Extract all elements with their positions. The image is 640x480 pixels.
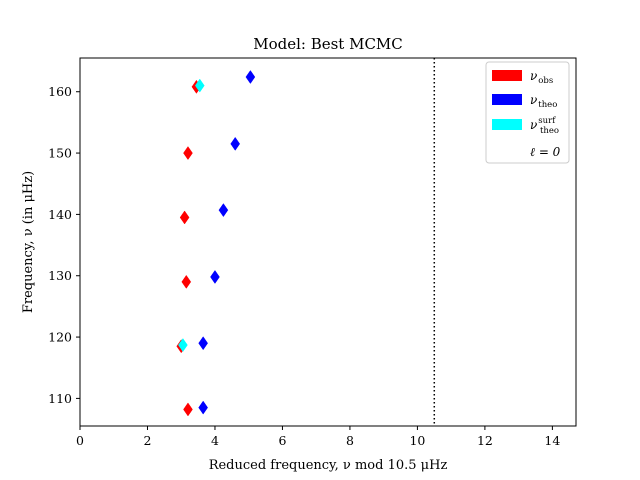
x-axis-label: Reduced frequency, ν mod 10.5 μHz [209,458,448,473]
legend-label: νobs [530,69,553,86]
legend-label: νtheo [530,93,557,110]
legend: νobs νtheo νsurf theo ℓ = 0 [485,61,570,164]
y-tick-label: 130 [48,268,72,283]
y-tick-label: 150 [48,146,72,161]
y-tick-label: 120 [48,330,72,345]
x-tick-label: 12 [477,433,493,448]
y-axis-label: Frequency, ν (in μHz) [21,171,36,313]
y-axis: 110 120 130 140 150 160 [48,84,80,406]
x-tick-label: 4 [211,433,219,448]
axes-frame [79,57,577,427]
x-tick-label: 8 [346,433,354,448]
series-2-marker [194,78,205,93]
series-1-marker [210,270,220,284]
x-tick-label: 0 [76,433,84,448]
legend-label: νsurf theo [530,116,559,136]
x-tick-label: 10 [409,433,425,448]
y-tick-label: 140 [48,207,72,222]
series-1-marker [230,136,241,151]
series-0-marker [183,402,193,417]
series-0-marker [181,274,192,289]
y-tick-label: 110 [48,391,72,406]
chart-title: Model: Best MCMC [253,35,403,53]
series-2-marker [178,338,188,352]
x-tick-label: 6 [278,433,286,448]
legend-box [485,61,570,164]
x-tick-label: 2 [144,433,152,448]
legend-swatch [492,94,522,105]
series-1-marker [198,336,208,351]
y-tick-label: 160 [48,84,72,99]
x-tick-label: 14 [544,433,560,448]
series-1-marker [218,203,229,218]
series-0-marker [179,210,190,225]
series-0-marker [183,146,193,161]
legend-label: ℓ = 0 [530,145,561,159]
legend-swatch [492,119,522,130]
x-axis: 0 2 4 6 8 10 12 14 [76,426,560,448]
legend-swatch [492,70,522,81]
series-1-marker [198,400,208,415]
series-1-marker [245,70,256,84]
data-markers [176,70,256,417]
